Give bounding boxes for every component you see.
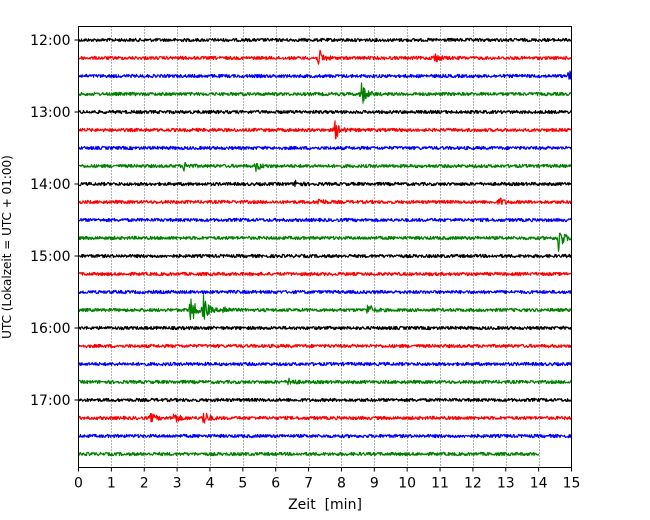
traces — [77, 37, 573, 457]
x-tick-label: 2 — [140, 476, 149, 492]
x-tick-label: 13 — [497, 476, 515, 492]
trace-line — [77, 294, 572, 321]
trace-line — [77, 433, 573, 439]
trace-line — [77, 325, 572, 331]
trace-line — [77, 145, 573, 151]
trace-line — [78, 217, 573, 223]
x-tick-label: 5 — [238, 476, 247, 492]
trace-line — [78, 377, 573, 386]
trace-line — [78, 451, 540, 457]
trace-line — [78, 253, 572, 259]
y-tick-label: 16:00 — [30, 321, 70, 337]
trace-line — [77, 197, 572, 205]
trace-line — [78, 179, 572, 188]
y-axis: 12:00 13:00 14:00 15:00 16:00 17:00 — [30, 33, 79, 409]
trace-line — [77, 232, 573, 252]
x-tick-label: 10 — [398, 476, 416, 492]
trace-line — [78, 161, 572, 172]
trace-line — [77, 120, 573, 140]
trace-line — [77, 289, 573, 295]
y-tick-label: 12:00 — [30, 33, 70, 49]
x-tick-label: 8 — [337, 476, 346, 492]
x-tick-label: 1 — [107, 476, 116, 492]
x-tick-label: 15 — [563, 476, 581, 492]
x-tick-label: 0 — [74, 476, 83, 492]
x-tick-label: 6 — [271, 476, 280, 492]
trace-line — [78, 343, 573, 349]
trace-line — [77, 109, 573, 115]
y-tick-label: 14:00 — [30, 177, 70, 193]
trace-line — [77, 37, 572, 43]
y-tick-label: 17:00 — [30, 393, 70, 409]
x-tick-label: 11 — [431, 476, 449, 492]
trace-line — [77, 412, 573, 424]
plot-area-frame — [78, 26, 572, 468]
x-axis-title: Zeit [min] — [288, 497, 362, 513]
trace-line — [77, 70, 573, 80]
trace-line — [77, 82, 572, 104]
trace-line — [77, 49, 572, 65]
x-axis: 0 1 2 3 4 5 6 7 8 9 10 11 12 13 14 15 — [74, 467, 581, 492]
x-tick-label: 14 — [530, 476, 548, 492]
y-tick-label: 13:00 — [30, 105, 70, 121]
x-tick-label: 3 — [173, 476, 182, 492]
x-tick-label: 12 — [464, 476, 482, 492]
y-tick-label: 15:00 — [30, 249, 70, 265]
x-tick-label: 9 — [370, 476, 379, 492]
trace-line — [78, 397, 573, 403]
x-tick-label: 4 — [206, 476, 215, 492]
y-axis-title: UTC (Lokalzeit = UTC + 01:00) — [0, 155, 14, 339]
trace-line — [78, 361, 573, 367]
trace-line — [78, 271, 572, 277]
x-tick-label: 7 — [304, 476, 313, 492]
